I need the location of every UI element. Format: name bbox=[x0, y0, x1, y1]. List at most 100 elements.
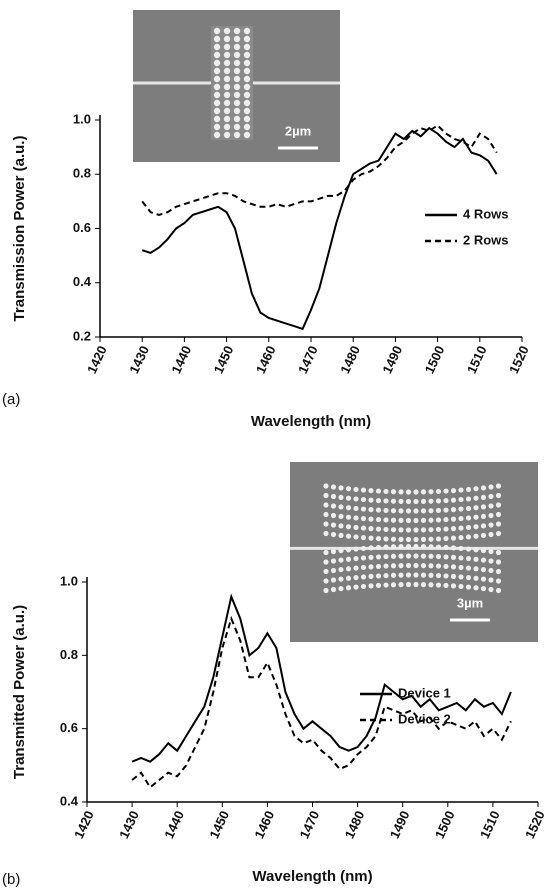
hole bbox=[480, 532, 487, 539]
hole bbox=[390, 498, 397, 504]
hole bbox=[368, 516, 374, 522]
hole bbox=[398, 498, 404, 504]
hole bbox=[465, 555, 472, 562]
hole bbox=[458, 487, 464, 493]
hole bbox=[435, 536, 442, 542]
hole bbox=[213, 51, 221, 59]
hole bbox=[413, 508, 419, 514]
hole bbox=[233, 115, 241, 123]
hole bbox=[405, 498, 412, 505]
hole bbox=[413, 581, 419, 588]
hole bbox=[323, 568, 329, 575]
hole bbox=[243, 99, 251, 107]
hole bbox=[458, 525, 464, 531]
hole bbox=[323, 559, 329, 565]
hole bbox=[405, 489, 412, 495]
hole bbox=[353, 486, 359, 493]
hole bbox=[323, 502, 329, 508]
hole bbox=[223, 115, 231, 123]
hole bbox=[398, 489, 404, 495]
hole bbox=[353, 555, 359, 562]
hole bbox=[458, 545, 464, 552]
hole bbox=[405, 527, 412, 533]
hole bbox=[390, 563, 397, 569]
x-tick-label: 1420 bbox=[84, 343, 110, 376]
hole bbox=[383, 536, 389, 542]
hole bbox=[223, 123, 231, 131]
hole bbox=[360, 574, 367, 580]
hole bbox=[233, 99, 241, 107]
hole bbox=[243, 75, 251, 83]
hole bbox=[495, 578, 502, 584]
hole bbox=[495, 530, 502, 537]
hole bbox=[435, 507, 442, 514]
hole bbox=[428, 582, 434, 588]
hole bbox=[368, 488, 374, 494]
hole bbox=[323, 549, 329, 556]
hole bbox=[435, 572, 442, 579]
x-tick-label: 1450 bbox=[211, 343, 237, 376]
hole bbox=[420, 572, 427, 578]
hole bbox=[458, 496, 464, 503]
hole bbox=[488, 577, 494, 583]
hole bbox=[390, 572, 397, 578]
hole bbox=[413, 527, 419, 533]
hole bbox=[323, 483, 329, 489]
hole bbox=[435, 488, 442, 495]
hole bbox=[323, 587, 329, 594]
hole bbox=[428, 508, 434, 514]
hole bbox=[443, 488, 449, 494]
hole bbox=[435, 498, 442, 504]
hole bbox=[428, 544, 434, 550]
hole bbox=[458, 506, 464, 512]
hole bbox=[338, 504, 344, 510]
hole bbox=[405, 581, 412, 588]
hole bbox=[368, 583, 374, 589]
x-tick-label: 1520 bbox=[522, 808, 548, 841]
hole bbox=[223, 131, 231, 139]
hole bbox=[213, 67, 221, 75]
hole bbox=[435, 582, 442, 588]
hole-array bbox=[211, 26, 253, 140]
hole bbox=[390, 536, 397, 542]
hole bbox=[450, 583, 457, 589]
hole bbox=[405, 543, 412, 550]
hole bbox=[353, 546, 359, 552]
hole bbox=[488, 586, 494, 593]
hole bbox=[223, 75, 231, 83]
hole bbox=[435, 563, 442, 569]
hole bbox=[473, 514, 479, 520]
hole bbox=[330, 503, 337, 509]
x-tick-label: 1510 bbox=[477, 808, 503, 841]
hole bbox=[383, 582, 389, 588]
hole bbox=[398, 508, 404, 514]
hole bbox=[473, 495, 479, 501]
hole bbox=[368, 573, 374, 579]
hole bbox=[375, 507, 382, 513]
hole bbox=[213, 107, 221, 115]
hole bbox=[480, 566, 487, 573]
hole bbox=[450, 526, 457, 532]
hole bbox=[480, 523, 487, 529]
hole bbox=[338, 547, 344, 554]
hole bbox=[338, 523, 344, 529]
legend-label: Device 2 bbox=[398, 711, 451, 726]
hole bbox=[243, 67, 251, 75]
hole bbox=[428, 498, 434, 504]
series-line bbox=[141, 126, 498, 331]
hole bbox=[368, 507, 374, 513]
hole bbox=[473, 556, 479, 562]
hole bbox=[428, 527, 434, 533]
hole bbox=[390, 582, 397, 588]
hole bbox=[398, 517, 404, 523]
hole bbox=[390, 517, 397, 523]
x-tick-label: 1510 bbox=[464, 343, 490, 376]
hole bbox=[488, 493, 494, 500]
hole bbox=[368, 545, 374, 551]
hole bbox=[413, 553, 419, 559]
panel-label: (b) bbox=[2, 871, 20, 888]
hole bbox=[213, 99, 221, 107]
hole bbox=[330, 548, 337, 555]
hole bbox=[488, 512, 494, 519]
